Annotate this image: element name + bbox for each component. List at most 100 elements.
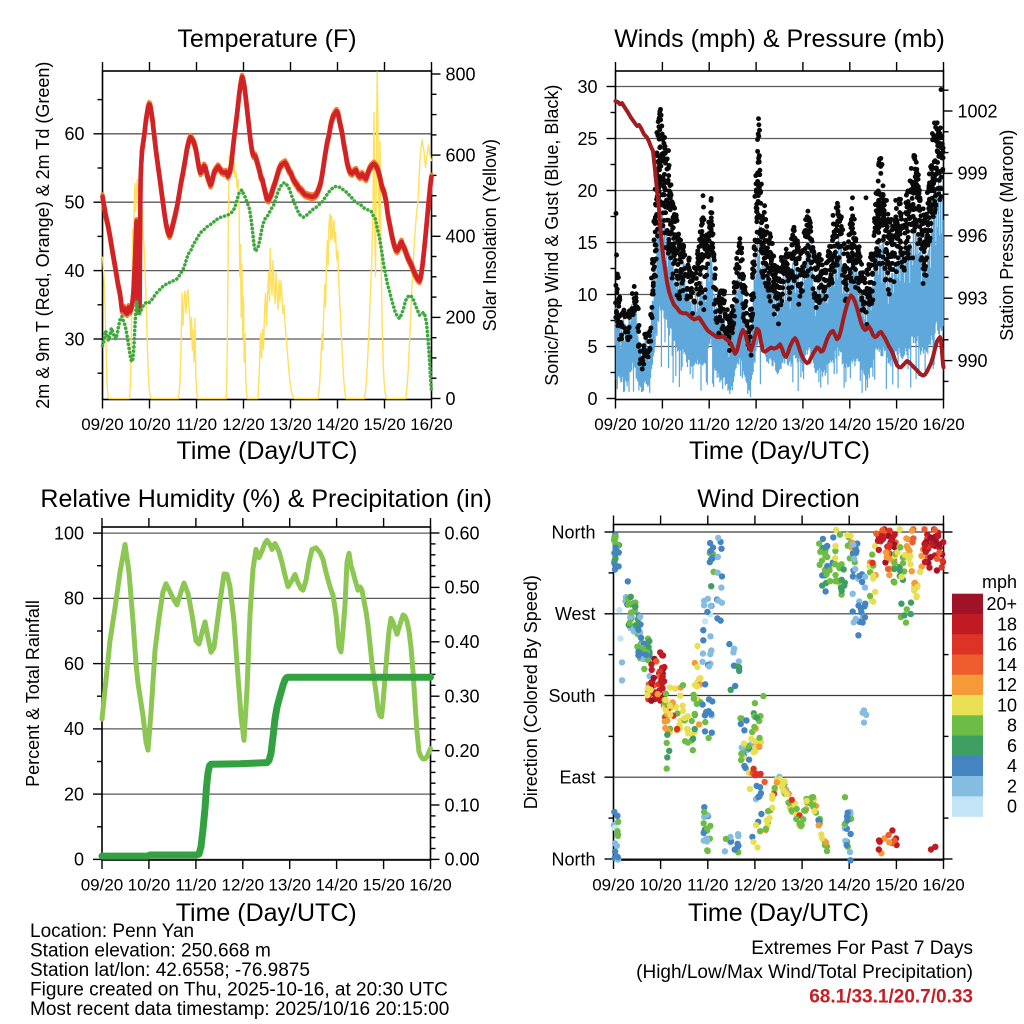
svg-text:0.40: 0.40: [445, 632, 480, 652]
svg-text:14/20: 14/20: [316, 415, 359, 434]
svg-text:11/20: 11/20: [689, 415, 730, 434]
svg-text:15: 15: [577, 233, 597, 253]
svg-text:80: 80: [64, 589, 84, 609]
svg-text:600: 600: [446, 145, 476, 165]
svg-text:Time (Day/UTC): Time (Day/UTC): [176, 437, 357, 465]
svg-text:2m & 9m T (Red, Orange) & 2m T: 2m & 9m T (Red, Orange) & 2m Td (Green): [33, 62, 53, 409]
svg-text:13/20: 13/20: [268, 876, 311, 895]
svg-text:0.10: 0.10: [445, 795, 480, 815]
svg-text:15/20: 15/20: [363, 415, 406, 434]
svg-text:Location: Penn Yan: Location: Penn Yan: [30, 921, 194, 942]
svg-text:0: 0: [587, 389, 597, 409]
svg-text:East: East: [559, 768, 595, 788]
svg-text:15/20: 15/20: [875, 876, 918, 895]
svg-text:993: 993: [958, 289, 988, 309]
svg-text:10: 10: [997, 695, 1017, 715]
svg-text:Time (Day/UTC): Time (Day/UTC): [176, 899, 357, 927]
svg-text:10/20: 10/20: [128, 876, 171, 895]
svg-text:Time (Day/UTC): Time (Day/UTC): [689, 437, 870, 465]
svg-text:40: 40: [64, 719, 84, 739]
svg-text:South: South: [548, 686, 595, 706]
svg-text:14/20: 14/20: [828, 876, 871, 895]
svg-text:Most recent data timestamp: 20: Most recent data timestamp: 2025/10/16 2…: [30, 999, 449, 1020]
svg-text:30: 30: [64, 329, 84, 349]
svg-text:996: 996: [958, 226, 988, 246]
svg-text:Sonic/Prop Wind & Gust (Blue,: Sonic/Prop Wind & Gust (Blue, Black): [542, 85, 562, 386]
svg-text:11/20: 11/20: [176, 415, 217, 434]
svg-text:2: 2: [1007, 777, 1017, 797]
svg-text:Extremes For Past 7 Days: Extremes For Past 7 Days: [751, 938, 973, 959]
svg-text:Wind Direction: Wind Direction: [697, 485, 860, 513]
svg-text:09/20: 09/20: [81, 876, 124, 895]
svg-text:15/20: 15/20: [362, 876, 405, 895]
svg-text:0.50: 0.50: [445, 578, 480, 598]
svg-text:0.30: 0.30: [445, 687, 480, 707]
svg-text:(High/Low/Max Wind/Total Preci: (High/Low/Max Wind/Total Precipitation): [636, 962, 973, 983]
svg-text:18: 18: [997, 614, 1017, 634]
svg-text:200: 200: [446, 308, 476, 328]
svg-text:12/20: 12/20: [222, 876, 265, 895]
svg-text:40: 40: [64, 261, 84, 281]
svg-text:Winds (mph) & Pressure (mb): Winds (mph) & Pressure (mb): [614, 25, 945, 53]
svg-text:990: 990: [958, 351, 988, 371]
svg-text:09/20: 09/20: [81, 415, 124, 434]
svg-text:400: 400: [446, 227, 476, 247]
svg-text:20: 20: [64, 784, 84, 804]
svg-text:999: 999: [958, 164, 988, 184]
svg-text:12: 12: [997, 675, 1017, 695]
svg-text:68.1/33.1/20.7/0.33: 68.1/33.1/20.7/0.33: [809, 987, 973, 1008]
svg-text:12/20: 12/20: [222, 415, 265, 434]
svg-text:13/20: 13/20: [782, 415, 825, 434]
svg-text:09/20: 09/20: [592, 876, 635, 895]
svg-text:10/20: 10/20: [639, 876, 682, 895]
svg-text:16: 16: [997, 635, 1017, 655]
svg-text:Solar Insolation (Yellow): Solar Insolation (Yellow): [480, 139, 500, 331]
svg-text:60: 60: [64, 654, 84, 674]
svg-text:13/20: 13/20: [269, 415, 312, 434]
svg-text:15/20: 15/20: [875, 415, 918, 434]
svg-text:60: 60: [64, 124, 84, 144]
svg-text:10/20: 10/20: [128, 415, 171, 434]
svg-text:12/20: 12/20: [735, 415, 778, 434]
svg-text:Relative Humidity (%) & Precip: Relative Humidity (%) & Precipitation (i…: [40, 485, 492, 513]
svg-text:09/20: 09/20: [594, 415, 637, 434]
svg-text:12/20: 12/20: [734, 876, 777, 895]
svg-text:0: 0: [1007, 797, 1017, 817]
svg-text:Direction (Colored By Speed): Direction (Colored By Speed): [521, 575, 541, 809]
svg-text:16/20: 16/20: [410, 415, 453, 434]
svg-text:Station Pressure (Maroon): Station Pressure (Maroon): [997, 130, 1017, 341]
svg-text:Station lat/lon: 42.6558; -76.: Station lat/lon: 42.6558; -76.9875: [30, 960, 310, 981]
svg-text:1002: 1002: [958, 101, 998, 121]
svg-text:North: North: [551, 849, 595, 869]
svg-text:14/20: 14/20: [315, 876, 358, 895]
svg-text:mph: mph: [982, 572, 1017, 592]
svg-text:30: 30: [577, 77, 597, 97]
svg-text:11/20: 11/20: [687, 876, 728, 895]
svg-text:50: 50: [64, 193, 84, 213]
svg-text:Figure created on Thu, 2025-10: Figure created on Thu, 2025-10-16, at 20…: [30, 980, 448, 1001]
svg-text:0: 0: [446, 389, 456, 409]
svg-text:16/20: 16/20: [922, 876, 965, 895]
svg-text:20+: 20+: [986, 594, 1017, 614]
svg-text:14/20: 14/20: [829, 415, 872, 434]
svg-text:11/20: 11/20: [175, 876, 216, 895]
svg-text:20: 20: [577, 181, 597, 201]
svg-text:Time (Day/UTC): Time (Day/UTC): [688, 899, 869, 927]
svg-text:Station elevation: 250.668 m: Station elevation: 250.668 m: [30, 941, 271, 962]
svg-text:West: West: [555, 604, 596, 624]
svg-text:6: 6: [1007, 736, 1017, 756]
svg-text:14: 14: [997, 655, 1017, 675]
svg-text:16/20: 16/20: [409, 876, 452, 895]
svg-text:10: 10: [577, 285, 597, 305]
svg-text:25: 25: [577, 129, 597, 149]
svg-text:North: North: [551, 522, 595, 542]
svg-text:Percent & Total Rainfall: Percent & Total Rainfall: [23, 600, 43, 787]
svg-text:0.00: 0.00: [445, 850, 480, 870]
svg-text:0: 0: [74, 850, 84, 870]
svg-text:5: 5: [587, 337, 597, 357]
svg-text:4: 4: [1007, 756, 1017, 776]
svg-text:Temperature (F): Temperature (F): [177, 25, 356, 53]
svg-text:0.60: 0.60: [445, 523, 480, 543]
svg-text:13/20: 13/20: [781, 876, 824, 895]
svg-text:800: 800: [446, 64, 476, 84]
